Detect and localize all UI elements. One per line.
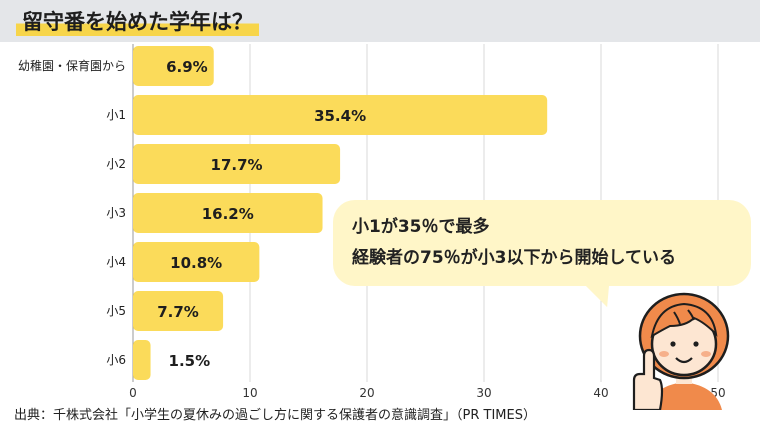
x-tick-label: 30 — [476, 386, 491, 400]
bar — [133, 95, 548, 135]
category-label: 小3 — [106, 206, 126, 220]
bar — [133, 46, 214, 86]
value-label: 17.7% — [211, 156, 263, 174]
bar — [133, 242, 260, 282]
category-label: 小5 — [106, 304, 126, 318]
person-pointing-icon — [632, 292, 730, 410]
x-tick-label: 10 — [242, 386, 257, 400]
bar — [133, 144, 341, 184]
bar — [133, 193, 323, 233]
category-label: 小6 — [106, 353, 126, 367]
value-label: 1.5% — [169, 352, 211, 370]
x-tick-label: 40 — [593, 386, 608, 400]
callout-line-2: 経験者の75％が小3以下から開始している — [352, 248, 676, 268]
value-label: 10.8% — [170, 254, 222, 272]
value-label: 35.4% — [314, 107, 366, 125]
callout-bubble — [333, 200, 751, 286]
callout-line-1: 小1が35％で最多 — [352, 217, 490, 237]
category-label: 小2 — [106, 157, 126, 171]
category-label: 小1 — [106, 108, 126, 122]
value-label: 7.7% — [157, 303, 199, 321]
category-label: 小4 — [106, 255, 126, 269]
bar — [133, 340, 151, 380]
value-label: 16.2% — [202, 205, 254, 223]
category-label: 幼稚園・保育園から — [18, 58, 126, 73]
value-label: 6.9% — [166, 58, 208, 76]
bars-layer — [133, 46, 548, 380]
source-note: 出典：千株式会社「小学生の夏休みの過ごし方に関する保護者の意識調査」（PR TI… — [14, 408, 536, 423]
bar — [133, 291, 224, 331]
x-tick-label: 20 — [359, 386, 374, 400]
page-title: 留守番を始めた学年は？ — [16, 6, 259, 36]
x-tick-label: 0 — [129, 386, 137, 400]
